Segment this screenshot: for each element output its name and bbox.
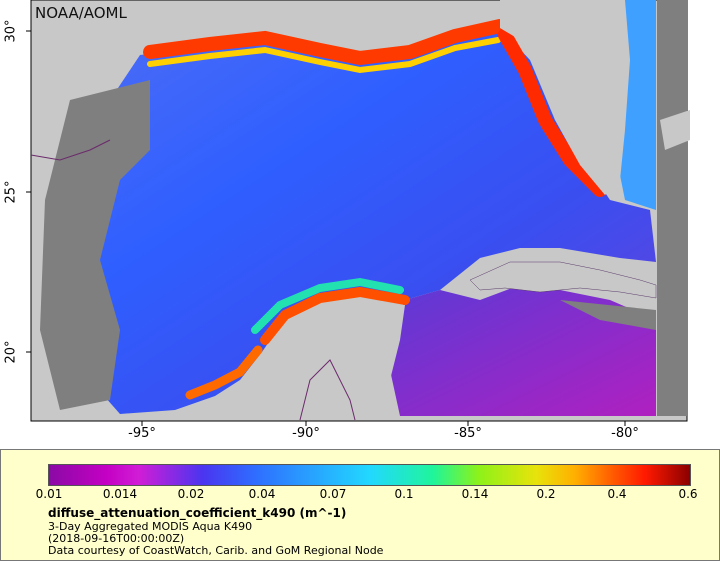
mexico-border: [30, 139, 111, 161]
northern-coast-band: [143, 19, 507, 66]
colorbar-tick-label: 0.2: [536, 487, 556, 501]
yucatan-coast-band: [260, 286, 410, 345]
lat-label-20: 20°: [3, 340, 19, 364]
mexico-coast-band: [185, 345, 263, 400]
caribbean-ocean: [390, 285, 656, 416]
florida-land: [500, 0, 630, 195]
no-data-strip: [657, 0, 687, 416]
lon-label-95: -95°: [128, 426, 156, 441]
colorbar-tick-label: 0.02: [177, 487, 205, 501]
legend-date-line: (2018-09-16T00:00:00Z): [48, 532, 185, 545]
yucatan-coast-band-outer: [251, 277, 404, 334]
colorbar-tick-label: 0.07: [319, 487, 347, 501]
credit-label: NOAA/AOML: [35, 4, 127, 22]
cuba-land: [469, 261, 657, 299]
lat-label-25: 25°: [3, 180, 19, 204]
yucatan-land: [300, 305, 405, 420]
colorbar-tick-label: 0.1: [394, 487, 414, 501]
colorbar-tick-label: 0.014: [102, 487, 138, 501]
colorbar: [48, 464, 691, 486]
legend-dataset-line: 3-Day Aggregated MODIS Aqua K490: [48, 520, 253, 533]
gulf-ocean: [70, 28, 656, 414]
lon-label-85: -85°: [454, 426, 482, 441]
no-data-west: [40, 80, 150, 410]
lon-ticks: [141, 421, 626, 426]
legend-panel: 0.01 0.014 0.02 0.04 0.07 0.1 0.14 0.2 0…: [0, 449, 720, 561]
lat-ticks: [26, 30, 31, 353]
legend-source-line: Data courtesy of CoastWatch, Carib. and …: [48, 544, 384, 557]
northern-coast-band-outer: [147, 37, 501, 74]
no-data-east-strip: [560, 300, 656, 330]
lon-label-90: -90°: [292, 426, 320, 441]
lon-label-80: -80°: [611, 426, 639, 441]
colorbar-tick-label: 0.14: [461, 487, 489, 501]
bahamas-land: [660, 110, 690, 150]
guatemala-border: [299, 359, 356, 421]
lat-label-30: 30°: [3, 19, 19, 43]
colorbar-tick-label: 0.01: [35, 487, 63, 501]
colorbar-tick-label: 0.4: [607, 487, 627, 501]
florida-west-coast-band: [498, 28, 607, 197]
colorbar-tick-label: 0.04: [248, 487, 276, 501]
map-panel: [26, 0, 690, 426]
legend-title: diffuse_attenuation_coefficient_k490 (m^…: [48, 506, 347, 520]
colorbar-tick-label: 0.6: [678, 487, 698, 501]
